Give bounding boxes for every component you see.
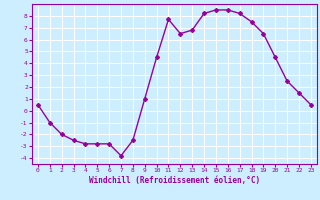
X-axis label: Windchill (Refroidissement éolien,°C): Windchill (Refroidissement éolien,°C) [89, 176, 260, 185]
